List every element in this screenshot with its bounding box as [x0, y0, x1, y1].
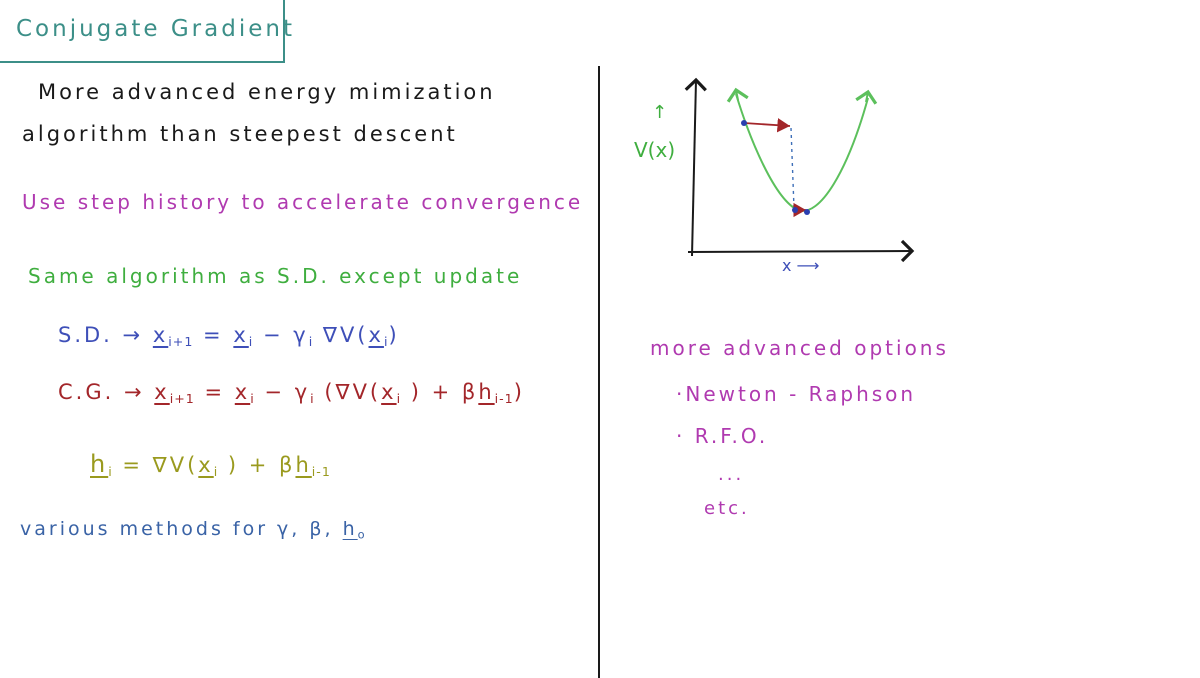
cg-sub-i: i — [250, 390, 255, 406]
cg-label: C.G. — [58, 380, 115, 404]
h-x-sub: i — [213, 463, 219, 479]
curve-right-arrow — [855, 89, 878, 105]
point-2 — [792, 207, 798, 213]
point-3 — [804, 209, 810, 215]
cg-equation: C.G. → xi+1 = xi − γi (∇V(xi ) + βhi-1) — [58, 382, 525, 405]
option-newton-raphson: ·Newton - Raphson — [676, 382, 917, 406]
options-etc: etc. — [704, 498, 750, 519]
step-projection — [790, 127, 795, 209]
sd-minus: − — [262, 323, 284, 347]
x-axis-label: x ⟶ — [782, 256, 820, 275]
various-methods: various methods for γ, β, ho — [20, 520, 366, 541]
cg-plus-beta: ) + β — [410, 380, 479, 404]
sd-sub-next: i+1 — [168, 333, 194, 349]
cg-h: h — [478, 380, 495, 404]
cg-x-i: x — [234, 380, 251, 404]
cg-gamma-sub: i — [310, 390, 315, 406]
sd-grad-sub: i — [383, 333, 389, 349]
sd-equation: S.D. → xi+1 = xi − γi ∇V(xi) — [58, 325, 400, 348]
cg-h-sub: i-1 — [494, 390, 514, 406]
h-equation: hi = ∇V(xi ) + βhi-1 — [90, 452, 331, 478]
sd-x-next: x — [152, 323, 169, 347]
point-1 — [741, 120, 747, 126]
cg-grad-sub: i — [396, 390, 402, 406]
same-algorithm-text: Same algorithm as S.D. except update — [28, 264, 523, 288]
cg-minus: − — [264, 380, 286, 404]
title-box — [0, 0, 285, 63]
sd-equals: = — [203, 323, 224, 347]
sd-sub-i: i — [248, 333, 254, 349]
cg-gamma: γ — [294, 380, 311, 404]
various-methods-h-sub: o — [357, 527, 366, 542]
options-heading: more advanced options — [650, 336, 949, 360]
vertical-divider — [598, 66, 600, 678]
h-eq-grad: = ∇V( — [122, 453, 199, 477]
step-arrow-1 — [743, 117, 791, 133]
cg-grad-open: (∇V( — [324, 380, 382, 404]
sd-x-i: x — [233, 323, 249, 347]
page-title: Conjugate Gradient — [16, 16, 295, 42]
sd-grad-x: x — [368, 323, 384, 347]
sd-arrow: → — [122, 323, 144, 347]
options-ellipsis: ... — [718, 464, 745, 485]
y-axis-label: V(x) — [634, 138, 676, 162]
intro-line-2: algorithm than steepest descent — [22, 122, 458, 146]
cg-close: ) — [513, 380, 525, 404]
sd-grad: ∇V( — [322, 323, 369, 347]
sd-gamma: γ — [293, 323, 309, 347]
intro-line-1: More advanced energy mimization — [38, 80, 496, 104]
x-axis — [687, 239, 915, 263]
energy-curve — [735, 93, 869, 212]
h-x: x — [198, 453, 214, 477]
cg-equals: = — [204, 380, 226, 404]
step-history-text: Use step history to accelerate convergen… — [22, 190, 584, 214]
cg-grad-x: x — [381, 380, 397, 404]
sd-close: ) — [388, 323, 400, 347]
various-methods-text: various methods for γ, β, — [20, 518, 334, 540]
y-axis-arrow: ↑ — [652, 102, 668, 123]
h-prev-sub: i-1 — [311, 463, 331, 479]
cg-sub-next: i+1 — [169, 390, 195, 406]
h-i: h — [90, 450, 109, 478]
energy-graph — [684, 77, 915, 263]
option-rfo: · R.F.O. — [676, 424, 769, 448]
various-methods-h: h — [342, 518, 358, 540]
h-plus-beta: ) + β — [227, 453, 296, 477]
cg-arrow: → — [123, 380, 145, 404]
h-prev: h — [295, 453, 312, 477]
sd-gamma-sub: i — [308, 333, 314, 349]
curve-left-arrow — [726, 87, 749, 103]
sd-label: S.D. — [58, 323, 113, 347]
y-axis — [684, 77, 707, 257]
cg-x-next: x — [154, 380, 170, 404]
h-i-sub: i — [108, 463, 113, 479]
